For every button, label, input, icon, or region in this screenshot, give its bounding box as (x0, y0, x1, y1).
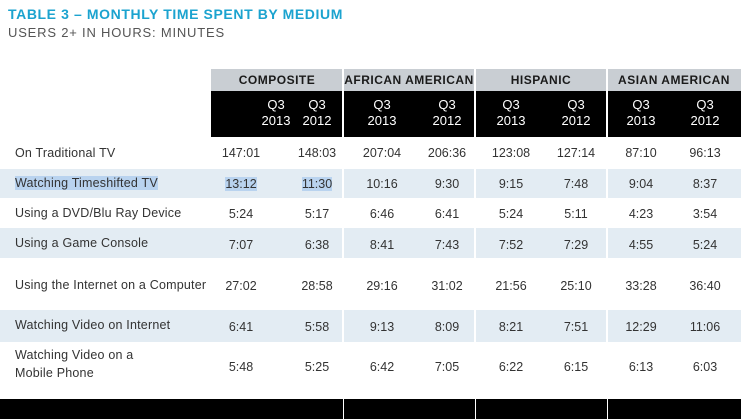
table-cell: 148:03 (297, 146, 337, 160)
table-cell: 11:30 (301, 177, 333, 191)
table-cell: 25:10 (560, 279, 592, 293)
footer-bar (211, 399, 343, 419)
column-divider (342, 69, 344, 406)
table-cell: 206:36 (427, 146, 467, 160)
table-cell: 13:12 (225, 177, 257, 191)
table-cell: 5:25 (304, 360, 330, 374)
table-cell: 6:46 (369, 207, 395, 221)
table-cell: 29:16 (366, 279, 398, 293)
group-header-composite: COMPOSITE (211, 69, 343, 91)
table-cell: 33:28 (625, 279, 657, 293)
row-label-video-mobile-line1: Watching Video on a (15, 348, 134, 362)
row-band (0, 310, 741, 342)
subheader-band (211, 91, 741, 137)
table-cell: 6:03 (692, 360, 718, 374)
table-cell: 8:09 (434, 320, 460, 334)
table-cell: 36:40 (689, 279, 721, 293)
column-divider (606, 69, 608, 406)
footer-bar (0, 399, 211, 419)
table-cell: 6:42 (369, 360, 395, 374)
footer-bar (344, 399, 475, 419)
table-cell: 127:14 (556, 146, 596, 160)
table-cell: 31:02 (431, 279, 463, 293)
table-cell: 5:17 (304, 207, 330, 221)
table-cell: 7:48 (563, 177, 589, 191)
table-cell: 7:07 (228, 238, 254, 252)
table-cell: 5:11 (564, 207, 588, 221)
footer-bar (476, 399, 607, 419)
table-cell: 9:13 (369, 320, 395, 334)
table-cell: 5:24 (498, 207, 524, 221)
table-cell: 3:54 (692, 207, 718, 221)
table-cell: 8:41 (369, 238, 395, 252)
table-cell: 6:38 (304, 238, 330, 252)
footer-bar (608, 399, 741, 419)
subheader-cell: Q3 2013 (367, 97, 397, 128)
table-cell: 8:21 (498, 320, 524, 334)
row-label-video-mobile-line2: Mobile Phone (15, 366, 94, 380)
column-divider (474, 69, 476, 406)
row-label-traditional-tv: On Traditional TV (15, 146, 116, 160)
table-cell: 6:13 (628, 360, 654, 374)
table-cell: 9:04 (628, 177, 654, 191)
row-band (0, 228, 741, 258)
table-cell: 5:48 (228, 360, 254, 374)
table-cell: 96:13 (689, 146, 721, 160)
subheader-cell: Q3 2013 (626, 97, 656, 128)
table-cell: 7:29 (563, 238, 589, 252)
table-cell: 7:51 (563, 320, 589, 334)
subheader-cell: Q3 2013 (496, 97, 526, 128)
row-label-dvd-bluray: Using a DVD/Blu Ray Device (15, 206, 182, 220)
subheader-cell: Q3 2012 (432, 97, 462, 128)
table-cell: 207:04 (362, 146, 402, 160)
table-cell: 28:58 (301, 279, 333, 293)
table-cell: 6:22 (498, 360, 524, 374)
row-label-game-console: Using a Game Console (15, 236, 149, 250)
table-cell: 12:29 (625, 320, 657, 334)
group-header-african-american: AFRICAN AMERICAN (343, 69, 475, 91)
table-cell: 4:23 (628, 207, 654, 221)
table-cell: 11:06 (689, 320, 721, 334)
subheader-cell: Q3 2012 (561, 97, 591, 128)
table-cell: 9:15 (498, 177, 524, 191)
group-header-hispanic: HISPANIC (475, 69, 607, 91)
table-cell: 9:30 (434, 177, 460, 191)
table-cell: 7:05 (434, 360, 460, 374)
row-label-timeshifted-tv: Watching Timeshifted TV (15, 176, 158, 190)
row-label-video-internet: Watching Video on Internet (15, 318, 171, 332)
subheader-cell: Q3 2012 (690, 97, 720, 128)
table-cell: 5:24 (228, 207, 254, 221)
table-cell: 8:37 (692, 177, 718, 191)
table-subtitle: USERS 2+ IN HOURS: MINUTES (8, 25, 225, 40)
subheader-cell: Q3 2013 (261, 97, 291, 128)
table-cell: 147:01 (221, 146, 261, 160)
table-cell: 21:56 (495, 279, 527, 293)
table-cell: 4:55 (628, 238, 654, 252)
table-cell: 7:52 (498, 238, 524, 252)
table-cell: 5:58 (304, 320, 330, 334)
table-cell: 27:02 (225, 279, 257, 293)
table-cell: 7:43 (434, 238, 460, 252)
table-cell: 87:10 (625, 146, 657, 160)
subheader-cell: Q3 2012 (302, 97, 332, 128)
table-cell: 6:15 (563, 360, 589, 374)
table-cell: 123:08 (491, 146, 531, 160)
table-title: TABLE 3 – MONTHLY TIME SPENT BY MEDIUM (8, 6, 343, 22)
group-header-asian-american: ASIAN AMERICAN (607, 69, 741, 91)
table-cell: 10:16 (366, 177, 398, 191)
table-cell: 6:41 (228, 320, 254, 334)
table-cell: 6:41 (434, 207, 460, 221)
table-cell: 5:24 (692, 238, 718, 252)
row-label-internet-computer: Using the Internet on a Computer (15, 278, 207, 292)
